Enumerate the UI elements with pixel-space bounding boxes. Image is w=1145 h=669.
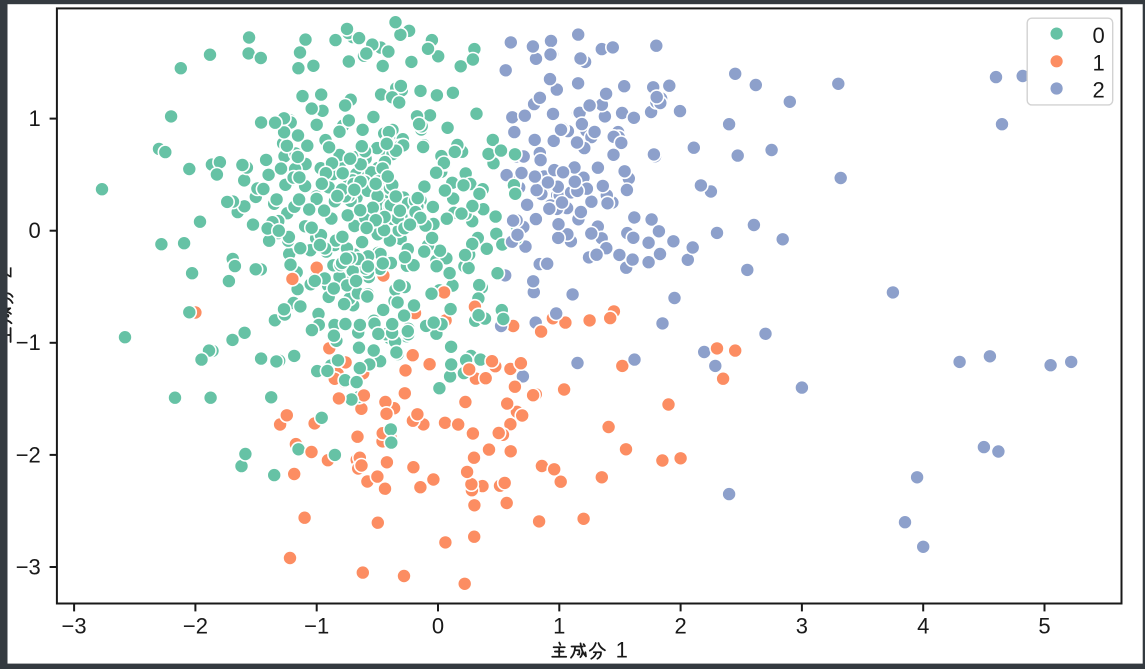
svg-text:0: 0 — [432, 613, 444, 638]
svg-text:1: 1 — [29, 106, 41, 131]
svg-text:−2: −2 — [16, 442, 41, 467]
svg-text:2: 2 — [1093, 78, 1105, 103]
svg-text:2: 2 — [674, 613, 686, 638]
svg-text:0: 0 — [1093, 23, 1105, 48]
svg-text:−1: −1 — [16, 330, 41, 355]
svg-text:4: 4 — [917, 613, 929, 638]
svg-text:−1: −1 — [304, 613, 329, 638]
svg-text:1: 1 — [1093, 51, 1105, 76]
svg-text:−2: −2 — [183, 613, 208, 638]
svg-text:2: 2 — [0, 266, 17, 278]
svg-text:3: 3 — [796, 613, 808, 638]
svg-text:−3: −3 — [16, 554, 41, 579]
svg-text:−3: −3 — [62, 613, 87, 638]
svg-text:0: 0 — [29, 218, 41, 243]
svg-text:1: 1 — [616, 638, 628, 663]
svg-text:1: 1 — [553, 613, 565, 638]
svg-text:5: 5 — [1038, 613, 1050, 638]
